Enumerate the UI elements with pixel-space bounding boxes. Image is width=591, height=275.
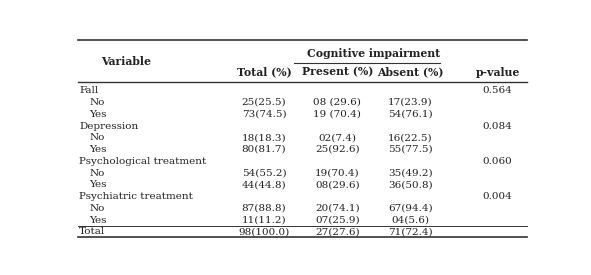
Text: 0.084: 0.084: [483, 122, 512, 131]
Text: 0.060: 0.060: [483, 157, 512, 166]
Text: Total (%): Total (%): [236, 67, 291, 78]
Text: 11(11.2): 11(11.2): [242, 216, 286, 224]
Text: 16(22.5): 16(22.5): [388, 133, 433, 142]
Text: p-value: p-value: [475, 67, 519, 78]
Text: 98(100.0): 98(100.0): [238, 227, 290, 236]
Text: 18(18.3): 18(18.3): [242, 133, 286, 142]
Text: Variable: Variable: [102, 56, 151, 67]
Text: 67(94.4): 67(94.4): [388, 204, 433, 213]
Text: 19 (70.4): 19 (70.4): [313, 110, 361, 119]
Text: Depression: Depression: [79, 122, 139, 131]
Text: 44(44.8): 44(44.8): [242, 180, 286, 189]
Text: 07(25.9): 07(25.9): [315, 216, 359, 224]
Text: 08(29.6): 08(29.6): [315, 180, 359, 189]
Text: 0.564: 0.564: [483, 86, 512, 95]
Text: 25(25.5): 25(25.5): [242, 98, 286, 107]
Text: 73(74.5): 73(74.5): [242, 110, 286, 119]
Text: Cognitive impairment: Cognitive impairment: [307, 48, 440, 59]
Text: No: No: [89, 169, 105, 178]
Text: No: No: [89, 98, 105, 107]
Text: 17(23.9): 17(23.9): [388, 98, 433, 107]
Text: 04(5.6): 04(5.6): [391, 216, 430, 224]
Text: Yes: Yes: [89, 216, 107, 224]
Text: 87(88.8): 87(88.8): [242, 204, 286, 213]
Text: Yes: Yes: [89, 180, 107, 189]
Text: Psychiatric treatment: Psychiatric treatment: [79, 192, 193, 201]
Text: 0.004: 0.004: [483, 192, 512, 201]
Text: No: No: [89, 204, 105, 213]
Text: Total: Total: [79, 227, 106, 236]
Text: 55(77.5): 55(77.5): [388, 145, 433, 154]
Text: 54(55.2): 54(55.2): [242, 169, 286, 178]
Text: No: No: [89, 133, 105, 142]
Text: 35(49.2): 35(49.2): [388, 169, 433, 178]
Text: 20(74.1): 20(74.1): [315, 204, 359, 213]
Text: 08 (29.6): 08 (29.6): [313, 98, 361, 107]
Text: Fall: Fall: [79, 86, 99, 95]
Text: 25(92.6): 25(92.6): [315, 145, 359, 154]
Text: 27(27.6): 27(27.6): [315, 227, 359, 236]
Text: 54(76.1): 54(76.1): [388, 110, 433, 119]
Text: Present (%): Present (%): [301, 67, 373, 78]
Text: Psychological treatment: Psychological treatment: [79, 157, 207, 166]
Text: Absent (%): Absent (%): [377, 67, 444, 78]
Text: 02(7.4): 02(7.4): [318, 133, 356, 142]
Text: 19(70.4): 19(70.4): [315, 169, 359, 178]
Text: Yes: Yes: [89, 110, 107, 119]
Text: 71(72.4): 71(72.4): [388, 227, 433, 236]
Text: Yes: Yes: [89, 145, 107, 154]
Text: 36(50.8): 36(50.8): [388, 180, 433, 189]
Text: 80(81.7): 80(81.7): [242, 145, 286, 154]
